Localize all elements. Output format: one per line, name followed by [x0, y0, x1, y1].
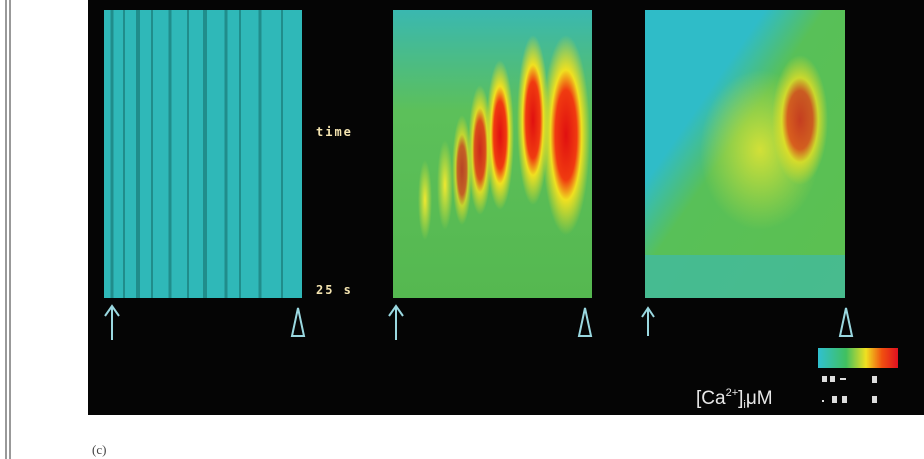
scale-label-unit: μM [746, 388, 773, 409]
panel-2 [393, 10, 592, 298]
scale-label-open: [Ca [696, 388, 726, 409]
duration-label: 25 s [316, 283, 353, 297]
time-label: time [316, 125, 353, 139]
scale-label-superscript: 2+ [726, 387, 739, 399]
color-scale [818, 348, 898, 368]
panel-3 [645, 10, 845, 298]
panel-1 [104, 10, 302, 298]
panel-letter: (c) [92, 442, 106, 457]
figure: time 25 s [Ca2+]iμM (c) [0, 0, 924, 459]
